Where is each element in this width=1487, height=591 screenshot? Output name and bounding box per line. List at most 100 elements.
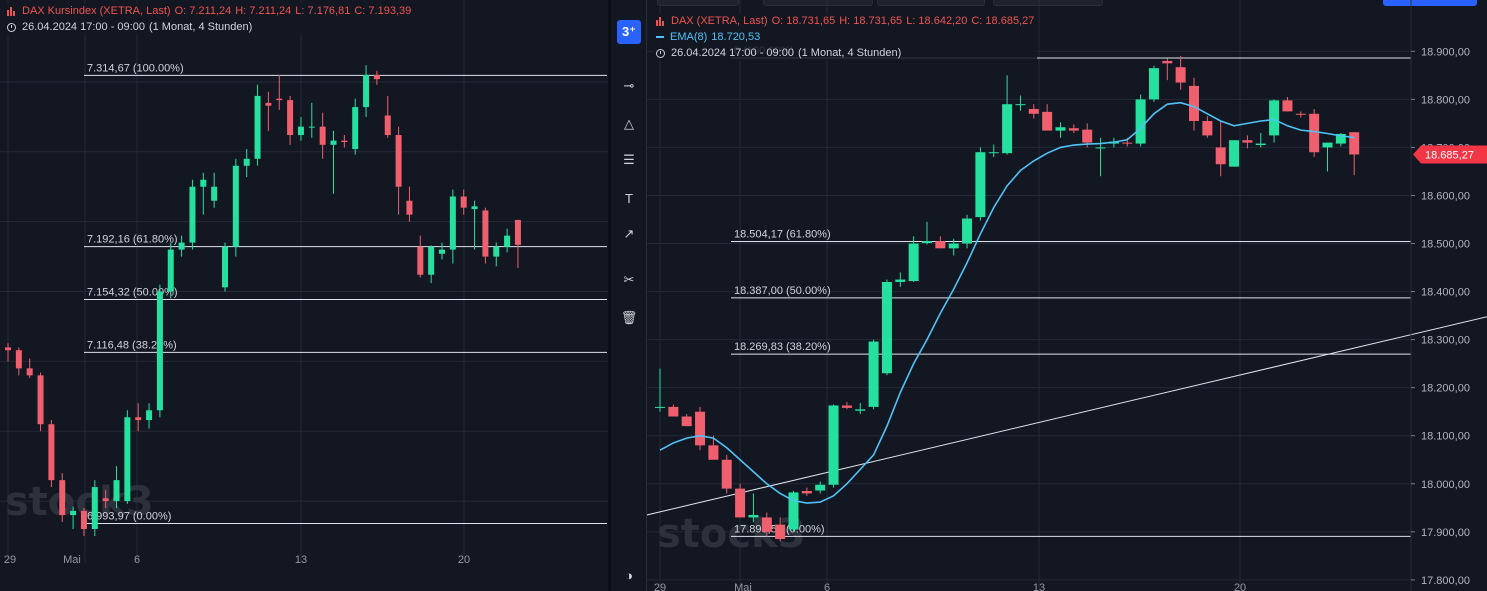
candle-body: [26, 368, 33, 376]
candle-body: [471, 206, 478, 210]
candle-body: [1135, 99, 1146, 144]
candle: [102, 489, 109, 509]
candle: [254, 84, 261, 166]
top-tab-4[interactable]: [993, 0, 1103, 6]
x-tick-label: 6: [134, 554, 140, 566]
y-tick-label: 18.900,00: [1421, 46, 1470, 58]
candle: [1055, 122, 1066, 138]
trash-icon[interactable]: 🗑: [620, 310, 638, 325]
right-legend-open: O: 18.731,65: [771, 15, 836, 27]
candle: [681, 414, 692, 427]
grid: [647, 0, 1411, 591]
candle-body: [91, 487, 98, 530]
candle-body: [1055, 127, 1066, 131]
fib-level-label: 18.504,17 (61.80%): [734, 229, 831, 241]
x-tick-label: 13: [1033, 582, 1045, 591]
candle: [855, 403, 866, 415]
candles: [655, 56, 1360, 542]
tools-icon[interactable]: ✂: [623, 272, 635, 287]
candle-body: [395, 135, 402, 187]
drawing-toolbar: 3⁺ ⊸ △ ☰ T ↗ ✂ 🗑 ◑: [611, 0, 647, 591]
panel-divider[interactable]: [608, 0, 611, 591]
candle-body: [1148, 68, 1159, 100]
triangle-tool-icon[interactable]: △: [624, 116, 634, 131]
left-legend-open: O: 7.211,24: [174, 5, 232, 17]
candle-body: [146, 410, 153, 421]
candle: [373, 70, 380, 85]
top-tab-1[interactable]: [657, 0, 739, 6]
top-tab-3[interactable]: [877, 0, 985, 6]
brand-logo-button[interactable]: 3⁺: [617, 20, 641, 44]
fib-level-label: 7.116,48 (38.20%): [87, 339, 177, 351]
y-tick-label: 17.900,00: [1421, 527, 1470, 539]
candle-body: [167, 249, 174, 292]
candle-body: [1255, 143, 1266, 146]
candle: [113, 466, 120, 509]
candle-body: [1122, 142, 1133, 144]
candle-body: [373, 74, 380, 80]
candle: [5, 343, 11, 362]
candle-body: [113, 480, 120, 502]
candle-body: [341, 140, 348, 143]
candle: [1162, 58, 1173, 81]
candle-body: [908, 243, 919, 282]
text-tool-icon[interactable]: T: [625, 190, 633, 206]
top-tab-2[interactable]: [763, 0, 873, 6]
ema-legend-icon: [656, 36, 664, 38]
candle-body: [828, 405, 839, 485]
candle-body: [1002, 104, 1013, 154]
candle: [841, 402, 852, 410]
candle: [406, 186, 413, 222]
x-tick-label: 13: [295, 554, 307, 566]
candle: [1028, 104, 1039, 119]
candle-body: [449, 196, 456, 250]
candle-body: [935, 241, 946, 249]
candle: [297, 116, 304, 141]
trendline: [647, 316, 1487, 516]
x-tick-label: 20: [458, 554, 470, 566]
right-candlestick-chart[interactable]: stock30 (100.00%)18.504,17 (61.80%)18.38…: [647, 0, 1487, 591]
left-legend-title: DAX Kursindex (XETRA, Last): [22, 5, 171, 17]
candle: [363, 65, 370, 117]
candle: [708, 435, 719, 460]
candle: [815, 481, 826, 494]
left-chart-panel[interactable]: stock3 7.314,67 (100.00%) 7.192,16 (61.80%…: [0, 0, 608, 591]
candle-body: [200, 179, 207, 187]
candle: [341, 135, 348, 148]
candle-body: [1082, 129, 1093, 143]
fib-level-label: 7.192,16 (61.80%): [87, 234, 178, 246]
fib-level-label: 7.154,32 (50.00%): [87, 286, 178, 298]
candle-body: [59, 480, 66, 516]
candle-body: [330, 140, 337, 145]
grid: [0, 0, 608, 563]
ema-legend-value: 18.720,53: [711, 31, 761, 43]
crosshair-tool-icon[interactable]: ⊸: [623, 78, 635, 93]
candle: [439, 242, 445, 260]
theme-toggle-icon[interactable]: ◑: [625, 567, 633, 583]
top-primary-button[interactable]: [1383, 0, 1477, 6]
fib-tool-icon[interactable]: ☰: [623, 152, 635, 167]
y-tick-label: 17.800,00: [1421, 575, 1470, 587]
candle-body: [868, 341, 879, 407]
candle: [243, 149, 250, 177]
candle-body: [1068, 128, 1079, 131]
candle-body: [15, 350, 22, 369]
candle-body: [493, 246, 500, 257]
candle-body: [1349, 132, 1360, 155]
candle: [471, 200, 478, 250]
candle: [935, 236, 946, 249]
candle: [1042, 104, 1053, 131]
candle-body: [788, 492, 799, 530]
candle: [189, 179, 196, 250]
candle-body: [319, 126, 326, 145]
candle: [828, 404, 839, 488]
right-chart-panel[interactable]: stock30 (100.00%)18.504,17 (61.80%)18.38…: [647, 0, 1487, 591]
candle: [135, 403, 142, 432]
candle: [1068, 124, 1079, 134]
left-legend-low: L: 7.176,81: [295, 5, 351, 17]
trendline-tool-icon[interactable]: ↗: [623, 226, 635, 241]
candle: [330, 130, 337, 194]
candle-body: [102, 498, 109, 502]
candle: [15, 347, 22, 376]
